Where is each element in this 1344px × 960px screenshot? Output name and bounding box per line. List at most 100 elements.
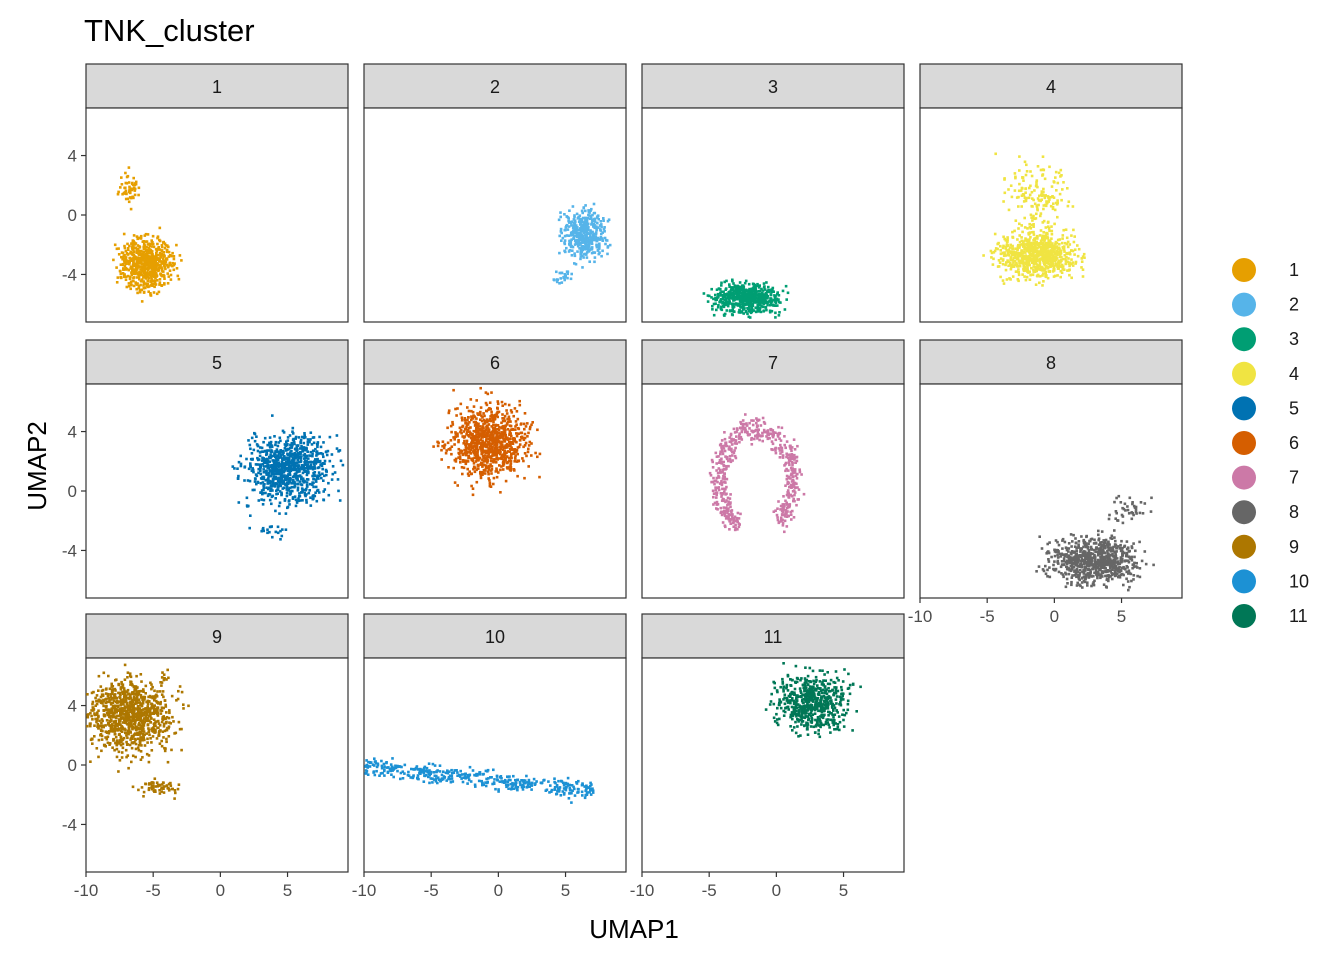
data-point: [755, 417, 758, 420]
data-point: [1065, 242, 1069, 246]
data-point: [1017, 227, 1020, 230]
data-point: [513, 460, 516, 463]
data-point: [287, 477, 290, 480]
data-point: [1038, 261, 1042, 264]
data-point: [290, 441, 294, 445]
data-point: [538, 452, 542, 456]
data-point: [1055, 263, 1059, 267]
data-point: [291, 459, 294, 462]
data-point: [476, 424, 480, 427]
data-point: [598, 238, 602, 241]
data-point: [567, 250, 571, 253]
data-point: [468, 470, 471, 473]
data-point: [280, 475, 283, 479]
data-point: [172, 263, 176, 267]
data-point: [124, 197, 128, 201]
data-point: [481, 447, 484, 450]
data-point: [262, 529, 265, 533]
data-point: [577, 229, 581, 232]
data-point: [1035, 205, 1039, 208]
data-point: [487, 466, 491, 469]
data-point: [994, 247, 998, 250]
data-point: [158, 257, 161, 260]
data-point: [286, 487, 289, 491]
data-point: [1058, 243, 1061, 246]
data-point: [305, 473, 309, 477]
data-point: [726, 496, 730, 500]
data-point: [274, 455, 277, 459]
data-point: [305, 478, 309, 481]
data-point: [317, 471, 321, 474]
data-point: [1039, 168, 1043, 172]
data-point: [283, 447, 287, 450]
data-point: [587, 226, 590, 229]
data-point: [727, 290, 731, 294]
facet-panel-7: 7: [641, 339, 905, 599]
data-point: [573, 252, 576, 255]
data-point: [1041, 247, 1045, 251]
data-point: [336, 478, 340, 481]
data-point: [1047, 249, 1050, 253]
data-point: [565, 246, 568, 250]
data-point: [774, 509, 777, 512]
data-point: [144, 286, 147, 290]
data-point: [785, 511, 788, 515]
data-point: [730, 447, 733, 451]
data-point: [139, 272, 142, 276]
data-point: [309, 504, 313, 507]
data-point: [579, 257, 582, 261]
data-point: [765, 308, 768, 312]
data-point: [479, 476, 483, 480]
data-point: [732, 302, 736, 306]
data-point: [722, 487, 726, 491]
data-point: [1039, 199, 1042, 203]
data-point: [517, 432, 520, 435]
data-point: [792, 482, 795, 486]
data-point: [1020, 224, 1023, 227]
data-point: [496, 415, 499, 419]
data-point: [488, 449, 492, 453]
data-point: [292, 467, 295, 470]
data-point: [1022, 262, 1025, 266]
data-point: [489, 415, 492, 418]
data-point: [151, 234, 155, 238]
data-point: [506, 444, 510, 447]
data-point: [1042, 280, 1045, 283]
data-point: [1009, 261, 1012, 265]
data-point: [137, 265, 140, 269]
data-point: [504, 456, 507, 460]
data-point: [477, 435, 481, 439]
data-point: [566, 272, 569, 276]
data-point: [574, 227, 577, 231]
data-point: [1050, 259, 1054, 262]
data-point: [475, 480, 479, 484]
data-point: [480, 452, 483, 456]
data-point: [1014, 251, 1018, 254]
data-point: [566, 228, 570, 231]
data-point: [299, 483, 303, 486]
data-point: [510, 456, 513, 460]
data-point: [1001, 262, 1005, 266]
data-point: [151, 253, 154, 257]
data-point: [122, 274, 126, 277]
data-point: [309, 438, 312, 441]
data-point: [265, 449, 269, 452]
data-point: [297, 499, 300, 503]
data-point: [515, 410, 519, 413]
data-point: [585, 218, 589, 222]
data-point: [137, 261, 140, 264]
data-point: [710, 287, 713, 291]
data-point: [115, 266, 118, 269]
data-point: [321, 467, 324, 471]
data-point: [484, 391, 488, 394]
data-point: [147, 246, 150, 250]
data-point: [513, 451, 516, 455]
data-point: [258, 451, 262, 454]
data-point: [314, 462, 318, 465]
data-point: [741, 424, 745, 428]
data-point: [575, 235, 579, 239]
data-point: [723, 280, 726, 284]
data-point: [335, 447, 339, 450]
data-point: [142, 245, 145, 249]
data-point: [266, 487, 270, 491]
